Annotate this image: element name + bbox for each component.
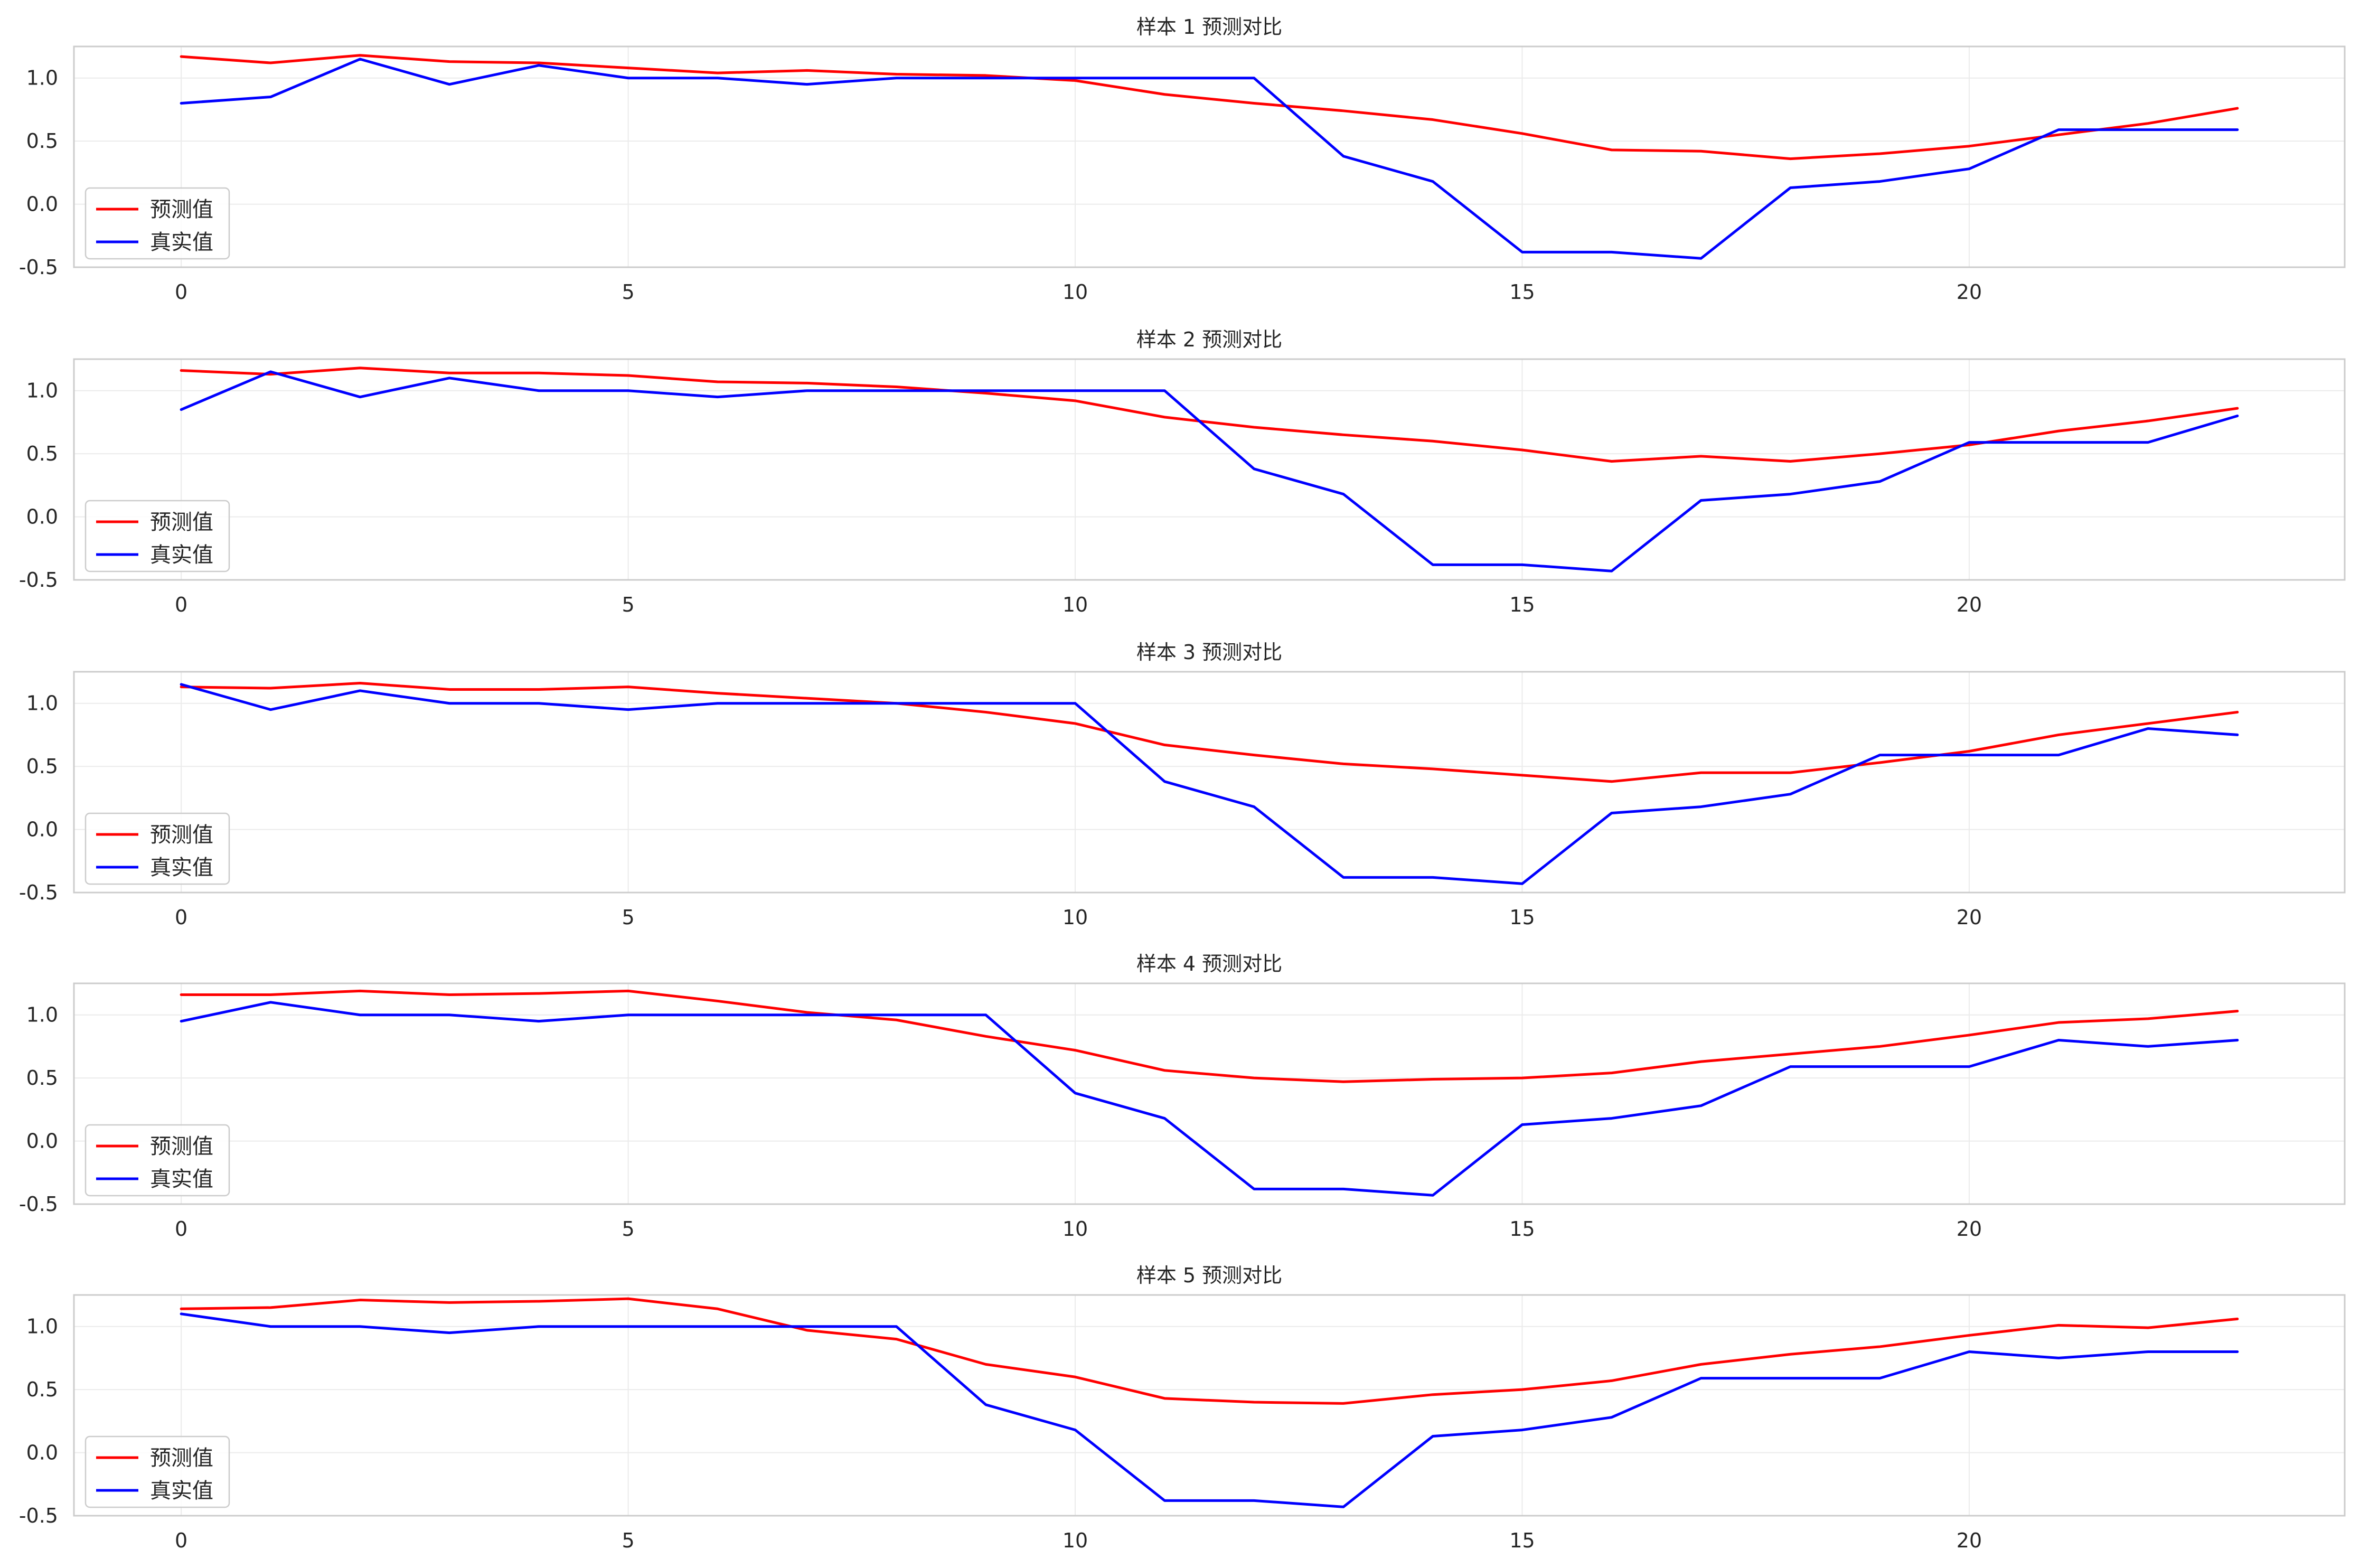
y-tick-label: 0.5 bbox=[26, 442, 58, 465]
y-tick-label: 0.0 bbox=[26, 1441, 58, 1464]
x-tick-label: 0 bbox=[175, 1217, 187, 1241]
series-line-actual bbox=[180, 683, 2239, 885]
x-tick-label: 10 bbox=[1063, 280, 1088, 304]
plot-frame bbox=[73, 671, 2346, 894]
x-tick-label: 0 bbox=[175, 280, 187, 304]
y-tick-label: 0.5 bbox=[26, 755, 58, 778]
legend-label: 真实值 bbox=[150, 543, 213, 567]
x-tick-label: 15 bbox=[1509, 906, 1535, 929]
legend-label: 预测值 bbox=[150, 823, 213, 847]
series-line-actual bbox=[180, 1001, 2239, 1197]
legend-label: 预测值 bbox=[150, 1134, 213, 1159]
subplot-title: 样本 4 预测对比 bbox=[1136, 952, 1282, 975]
x-tick-label: 5 bbox=[622, 1529, 635, 1552]
legend-label: 真实值 bbox=[150, 230, 213, 255]
x-tick-label: 5 bbox=[622, 906, 635, 929]
y-tick-label: -0.5 bbox=[19, 1504, 58, 1527]
x-tick-label: 10 bbox=[1063, 1529, 1088, 1552]
series-line-predicted bbox=[180, 1297, 2239, 1405]
series-line-actual bbox=[180, 370, 2239, 572]
y-tick-label: 1.0 bbox=[26, 1315, 58, 1338]
x-tick-label: 0 bbox=[175, 906, 187, 929]
plot-frame bbox=[73, 1294, 2346, 1517]
legend-label: 真实值 bbox=[150, 1167, 213, 1191]
x-tick-label: 20 bbox=[1957, 906, 1982, 929]
series-line-predicted bbox=[180, 54, 2239, 161]
y-tick-label: 1.0 bbox=[26, 692, 58, 715]
x-tick-label: 15 bbox=[1509, 1217, 1535, 1241]
plot-frame bbox=[73, 982, 2346, 1205]
series-line-predicted bbox=[180, 989, 2239, 1083]
x-tick-label: 15 bbox=[1509, 593, 1535, 616]
y-tick-label: 1.0 bbox=[26, 67, 58, 90]
y-tick-label: -0.5 bbox=[19, 256, 58, 279]
x-tick-label: 10 bbox=[1063, 906, 1088, 929]
x-tick-label: 20 bbox=[1957, 1217, 1982, 1241]
x-tick-label: 0 bbox=[175, 593, 187, 616]
y-tick-label: 0.0 bbox=[26, 505, 58, 529]
x-tick-label: 15 bbox=[1509, 1529, 1535, 1552]
x-tick-label: 0 bbox=[175, 1529, 187, 1552]
x-tick-label: 5 bbox=[622, 1217, 635, 1241]
x-tick-label: 20 bbox=[1957, 280, 1982, 304]
legend-label: 预测值 bbox=[150, 510, 213, 534]
y-tick-label: 0.0 bbox=[26, 818, 58, 841]
plot-frame bbox=[73, 45, 2346, 268]
subplot-title: 样本 5 预测对比 bbox=[1136, 1264, 1282, 1287]
series-line-predicted bbox=[180, 367, 2239, 463]
y-tick-label: 0.5 bbox=[26, 129, 58, 153]
y-tick-label: 0.0 bbox=[26, 193, 58, 216]
y-tick-label: 0.5 bbox=[26, 1066, 58, 1090]
subplot-title: 样本 2 预测对比 bbox=[1136, 328, 1282, 351]
series-line-actual bbox=[180, 58, 2239, 260]
x-tick-label: 10 bbox=[1063, 1217, 1088, 1241]
series-line-predicted bbox=[180, 681, 2239, 783]
y-tick-label: -0.5 bbox=[19, 1193, 58, 1216]
series-line-actual bbox=[180, 1312, 2239, 1508]
x-tick-label: 10 bbox=[1063, 593, 1088, 616]
x-tick-label: 15 bbox=[1509, 280, 1535, 304]
y-tick-label: -0.5 bbox=[19, 881, 58, 904]
x-tick-label: 5 bbox=[622, 280, 635, 304]
legend-label: 预测值 bbox=[150, 198, 213, 222]
legend-label: 预测值 bbox=[150, 1446, 213, 1470]
subplot-title: 样本 3 预测对比 bbox=[1136, 641, 1282, 664]
y-tick-label: 1.0 bbox=[26, 379, 58, 402]
legend-label: 真实值 bbox=[150, 1479, 213, 1503]
y-tick-label: 0.5 bbox=[26, 1378, 58, 1401]
subplot-title: 样本 1 预测对比 bbox=[1136, 15, 1282, 39]
x-tick-label: 5 bbox=[622, 593, 635, 616]
y-tick-label: 1.0 bbox=[26, 1003, 58, 1027]
x-tick-label: 20 bbox=[1957, 593, 1982, 616]
y-tick-label: -0.5 bbox=[19, 568, 58, 591]
legend-label: 真实值 bbox=[150, 856, 213, 880]
y-tick-label: 0.0 bbox=[26, 1130, 58, 1153]
plot-frame bbox=[73, 358, 2346, 581]
x-tick-label: 20 bbox=[1957, 1529, 1982, 1552]
